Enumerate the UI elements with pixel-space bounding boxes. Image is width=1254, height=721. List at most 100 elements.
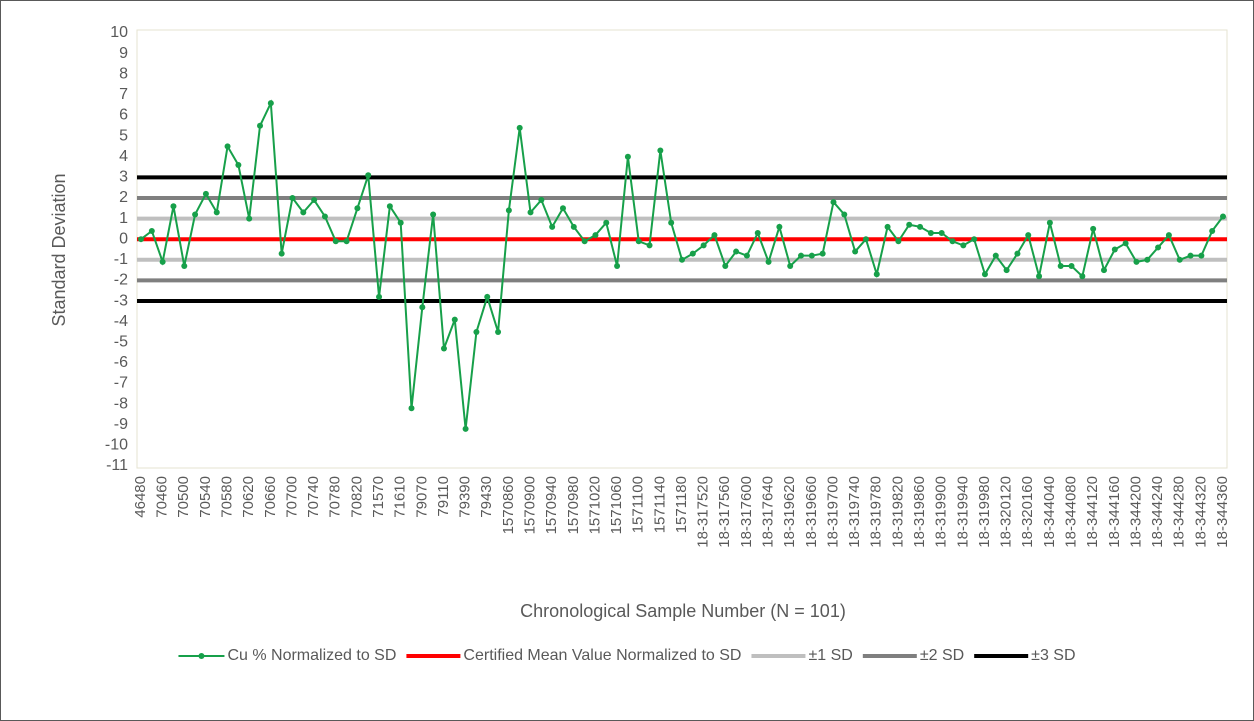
x-tick-label: 1571020 xyxy=(586,476,603,534)
y-axis-title: Standard Deviation xyxy=(49,173,69,326)
data-point xyxy=(1057,262,1064,269)
data-point xyxy=(484,293,491,300)
x-tick-label: 70740 xyxy=(305,476,322,518)
data-point xyxy=(722,262,729,269)
legend-label: ±1 SD xyxy=(808,647,852,664)
data-point xyxy=(224,143,231,150)
data-point xyxy=(873,271,880,278)
data-point xyxy=(181,262,188,269)
data-point xyxy=(440,345,447,352)
data-point xyxy=(246,215,253,222)
data-point xyxy=(170,203,177,210)
legend-marker xyxy=(198,653,205,659)
data-point xyxy=(830,199,837,206)
data-point xyxy=(895,238,902,245)
y-tick-label: -5 xyxy=(114,334,128,351)
data-point xyxy=(657,147,664,154)
data-point xyxy=(624,153,631,160)
data-point xyxy=(1165,232,1172,239)
x-tick-label: 18-344280 xyxy=(1171,476,1188,548)
y-tick-label: -3 xyxy=(114,292,128,309)
data-point xyxy=(1176,256,1183,263)
y-tick-label: 3 xyxy=(119,169,128,186)
y-tick-label: -1 xyxy=(114,251,128,268)
y-tick-label: 5 xyxy=(119,127,128,144)
data-point xyxy=(754,230,761,237)
y-tick-label: 6 xyxy=(119,107,128,124)
x-tick-label: 18-344240 xyxy=(1149,476,1166,548)
x-tick-label: 18-319740 xyxy=(846,476,863,548)
data-point xyxy=(917,223,924,230)
y-tick-label: -11 xyxy=(106,457,128,474)
data-point xyxy=(354,205,361,212)
data-point xyxy=(927,230,934,237)
data-point xyxy=(1209,227,1216,234)
data-point xyxy=(679,256,685,263)
x-tick-label: 70540 xyxy=(197,476,214,518)
x-tick-label: 70460 xyxy=(154,476,171,518)
x-tick-label: 70780 xyxy=(327,476,344,518)
y-tick-label: 1 xyxy=(119,210,128,227)
x-tick-label: 1570980 xyxy=(565,476,582,534)
data-point xyxy=(462,425,469,432)
data-point xyxy=(992,252,999,259)
y-tick-label: -7 xyxy=(114,375,128,392)
data-point xyxy=(1079,273,1086,280)
x-tick-label: 18-317640 xyxy=(760,476,777,548)
data-point xyxy=(635,238,642,245)
data-point xyxy=(1046,219,1053,226)
data-point xyxy=(495,328,502,335)
data-point xyxy=(376,293,383,300)
data-point xyxy=(841,211,848,218)
data-point xyxy=(765,258,772,265)
data-point xyxy=(159,258,166,265)
data-point xyxy=(538,197,545,204)
data-point xyxy=(451,316,458,323)
data-point xyxy=(776,223,783,230)
data-point xyxy=(646,242,653,249)
x-tick-label: 1570940 xyxy=(543,476,560,534)
y-tick-label: 9 xyxy=(119,45,128,62)
x-tick-label: 18-344040 xyxy=(1041,476,1058,548)
data-point xyxy=(1014,250,1021,257)
x-tick-label: 71610 xyxy=(392,476,409,518)
plot-area xyxy=(136,29,1228,469)
y-tick-label: 7 xyxy=(119,86,128,103)
x-tick-label: 18-319780 xyxy=(868,476,885,548)
data-point xyxy=(365,172,372,179)
x-tick-label: 18-320120 xyxy=(998,476,1015,548)
data-point xyxy=(1187,252,1194,259)
data-point xyxy=(527,209,534,216)
x-tick-label: 70660 xyxy=(262,476,279,518)
data-point xyxy=(1111,246,1118,253)
data-point xyxy=(267,100,274,107)
y-tick-label: -9 xyxy=(114,416,128,433)
x-tick-label: 18-344160 xyxy=(1106,476,1123,548)
x-tick-label: 1571100 xyxy=(630,476,647,533)
y-tick-label: -10 xyxy=(105,437,128,454)
x-tick-label: 1571180 xyxy=(673,476,690,533)
data-point xyxy=(408,405,415,412)
data-point xyxy=(798,252,805,259)
y-tick-label: 10 xyxy=(110,24,128,41)
data-point xyxy=(386,203,393,210)
data-point xyxy=(1003,267,1010,274)
data-point xyxy=(1036,273,1043,280)
data-point xyxy=(559,205,566,212)
data-point xyxy=(884,223,891,230)
data-point xyxy=(1025,232,1032,239)
data-point xyxy=(430,211,437,218)
data-point xyxy=(1144,256,1151,263)
data-point xyxy=(862,236,869,243)
x-tick-label: 18-344360 xyxy=(1214,476,1231,548)
data-point xyxy=(949,238,956,245)
data-point xyxy=(1090,225,1097,232)
data-point xyxy=(235,161,242,168)
data-point xyxy=(1220,213,1226,220)
data-point xyxy=(614,262,621,269)
data-point xyxy=(516,124,523,131)
y-tick-label: 2 xyxy=(119,189,128,206)
data-point xyxy=(192,211,199,218)
